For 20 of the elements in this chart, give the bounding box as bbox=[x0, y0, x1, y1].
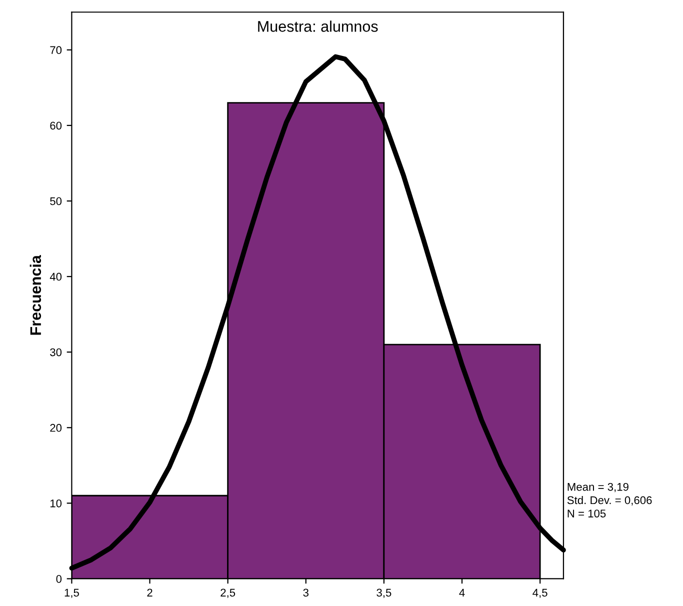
x-tick-label: 4 bbox=[459, 588, 465, 597]
chart-title: Muestra: alumnos bbox=[258, 20, 378, 32]
y-tick-label: 30 bbox=[50, 348, 62, 356]
text: N = 105 bbox=[568, 510, 606, 518]
y-tick-label: 0 bbox=[56, 574, 62, 583]
x-tick-label: 4,5 bbox=[532, 588, 548, 598]
text: Std. Dev. = 0,606 bbox=[567, 496, 652, 506]
y-tick-label: 20 bbox=[50, 424, 62, 432]
y-tick-label: 10 bbox=[50, 499, 62, 508]
y-tick-label: 50 bbox=[50, 197, 62, 206]
y-tick-label: 40 bbox=[50, 272, 62, 281]
x-tick-label: 3 bbox=[303, 588, 308, 597]
y-axis-title: Frecuencia bbox=[30, 254, 42, 335]
x-tick-label: 3,5 bbox=[376, 588, 392, 598]
text: Mean = 3,19 bbox=[568, 482, 628, 492]
y-tick-label: 60 bbox=[50, 122, 62, 130]
x-tick-label: 2 bbox=[147, 588, 152, 597]
y-tick-label: 70 bbox=[50, 46, 62, 54]
x-tick-label: 2,5 bbox=[220, 588, 236, 598]
x-tick-label: 1,5 bbox=[64, 588, 79, 598]
